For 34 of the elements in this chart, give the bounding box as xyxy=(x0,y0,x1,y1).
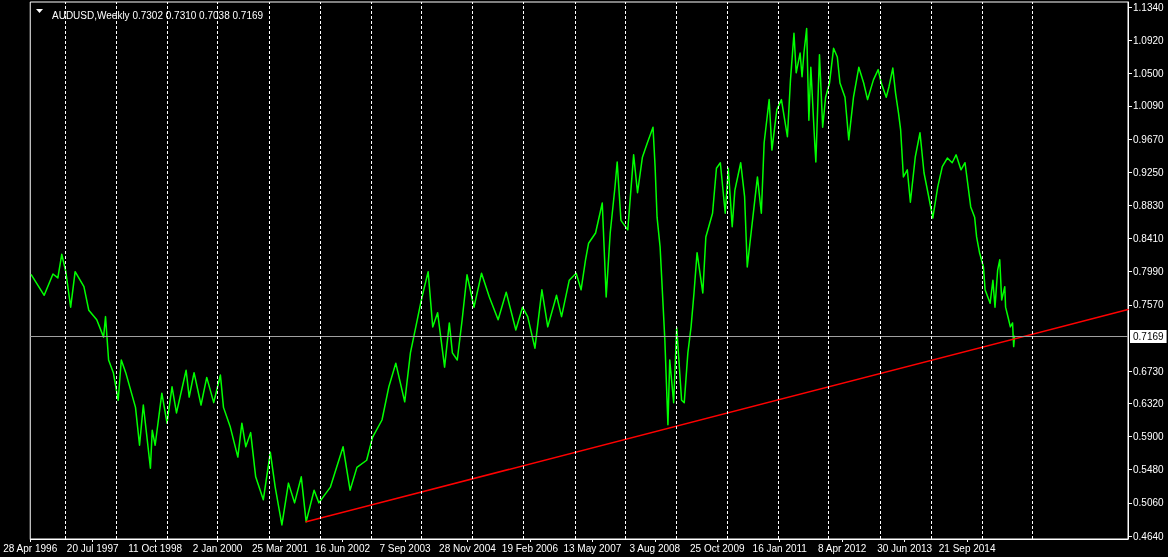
x-tick-label: 16 Jan 2011 xyxy=(752,542,808,554)
x-tick-label: 25 Mar 2001 xyxy=(252,542,309,554)
y-tick-label: 1.0500 xyxy=(1133,68,1165,80)
x-tick-label: 30 Jun 2013 xyxy=(877,542,933,554)
x-tick-label: 21 Sep 2014 xyxy=(938,542,996,554)
x-tick-label: 11 Oct 1998 xyxy=(128,542,183,554)
x-tick-label: 28 Apr 1996 xyxy=(3,542,58,554)
ref-line-label: 0.7169 xyxy=(1133,330,1165,342)
y-tick-label: 0.6320 xyxy=(1133,397,1165,409)
x-tick-label: 19 Feb 2006 xyxy=(501,542,559,554)
x-tick-label: 8 Apr 2012 xyxy=(818,542,867,554)
y-tick-label: 0.8410 xyxy=(1133,233,1165,244)
y-tick-label: 0.7990 xyxy=(1133,266,1165,278)
y-tick-label: 1.0920 xyxy=(1133,34,1165,46)
y-tick-label: 0.5480 xyxy=(1133,464,1165,476)
y-tick-label: 0.9670 xyxy=(1133,133,1165,145)
y-tick-label: 0.9250 xyxy=(1133,166,1165,178)
y-tick-label: 0.8830 xyxy=(1133,199,1165,211)
x-tick-label: 13 May 2007 xyxy=(563,542,622,554)
x-tick-label: 25 Oct 2009 xyxy=(690,542,745,554)
x-tick-label: 28 Nov 2004 xyxy=(439,542,497,554)
y-tick-label: 0.4640 xyxy=(1133,530,1165,542)
x-tick-label: 16 Jun 2002 xyxy=(315,542,371,554)
x-tick-label: 2 Jan 2000 xyxy=(192,542,243,554)
y-tick-label: 0.7570 xyxy=(1133,299,1165,311)
x-tick-label: 7 Sep 2003 xyxy=(379,542,431,554)
y-tick-label: 0.6730 xyxy=(1133,365,1165,377)
x-tick-label: 20 Jul 1997 xyxy=(66,542,119,554)
x-tick-label: 3 Aug 2008 xyxy=(629,542,681,554)
y-tick-label: 0.5060 xyxy=(1133,497,1165,509)
y-tick-label: 1.0090 xyxy=(1133,100,1165,112)
y-tick-label: 1.1340 xyxy=(1133,1,1165,13)
y-tick-label: 0.5900 xyxy=(1133,431,1165,443)
line-series xyxy=(30,27,1016,526)
